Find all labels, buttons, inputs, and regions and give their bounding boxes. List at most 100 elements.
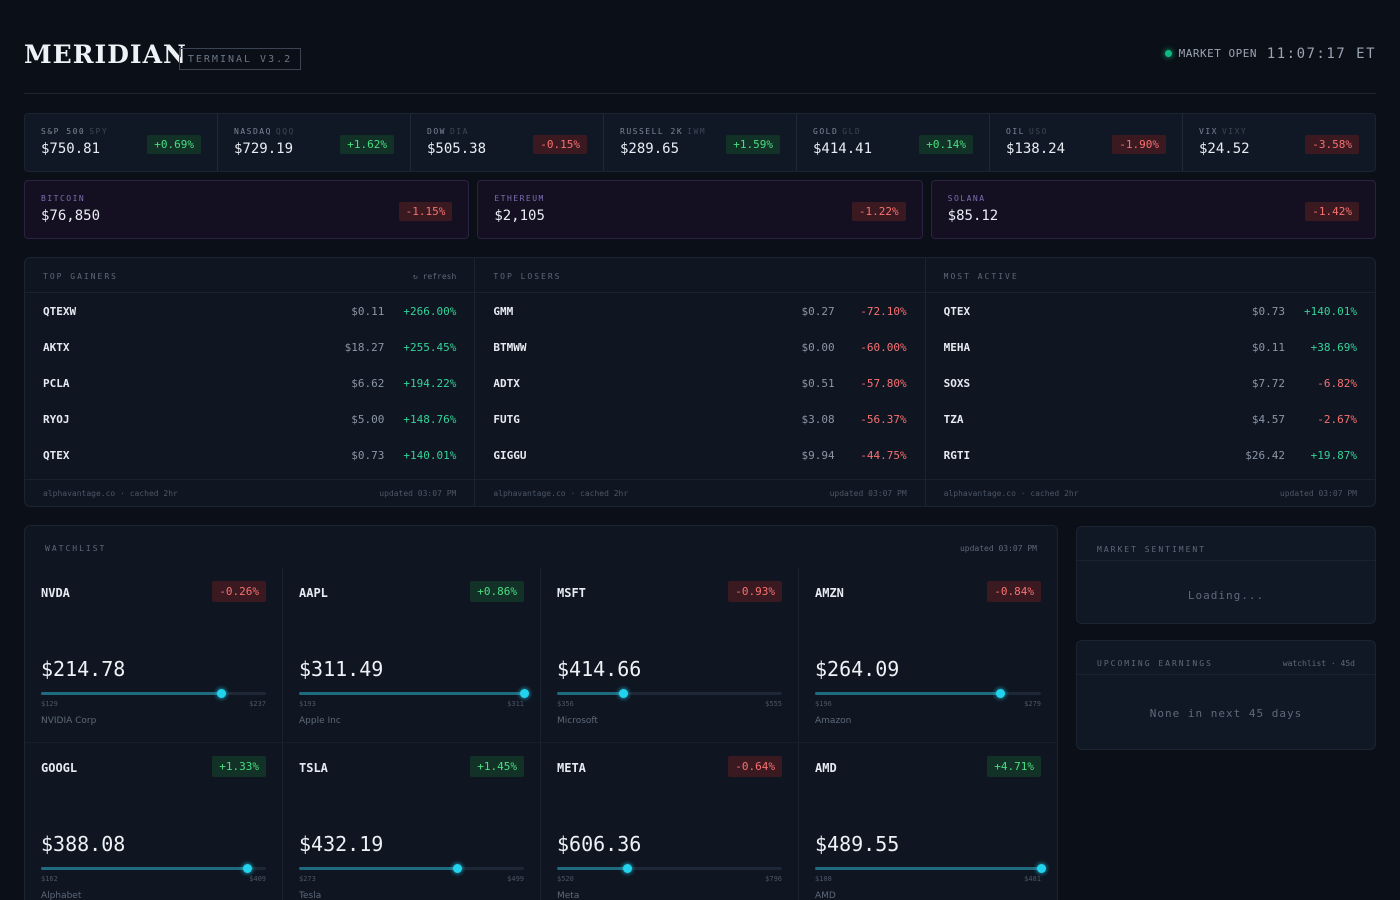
movers-column: TOP LOSERS GMM $0.27 -72.10% BTMWW $0.00 -60.0… (475, 258, 926, 506)
change-badge: +1.45% (470, 756, 524, 777)
earnings-filter[interactable]: watchlist · 45d (1282, 659, 1355, 668)
index-card[interactable]: VIX VIXY $24.52 -3.58% (1183, 114, 1375, 171)
movers-title: TOP LOSERS (493, 272, 562, 281)
index-name: OIL (1006, 127, 1025, 136)
range-low: $162 (41, 875, 58, 883)
mover-price: $3.08 (801, 412, 835, 426)
mover-row[interactable]: PCLA $6.62 +194.22% (25, 365, 474, 401)
crypto-strip: BITCOIN $76,850 -1.15% ETHEREUM $2,105 -1.22%… (24, 180, 1376, 239)
updated-time: updated 03:07 PM (829, 488, 907, 498)
range-low: $108 (815, 875, 832, 883)
index-label: NASDAQ QQQ (234, 127, 394, 136)
index-strip: S&P 500 SPY $750.81 +0.69% NASDAQ QQQ $729.19 +… (24, 113, 1376, 172)
range-fill (815, 692, 1001, 695)
mover-row[interactable]: GIGGU $9.94 -44.75% (475, 437, 924, 473)
movers-header: TOP LOSERS (475, 258, 925, 293)
mover-price: $0.00 (801, 340, 835, 354)
change-badge: +0.86% (470, 581, 524, 602)
index-price: $414.41 (813, 141, 873, 157)
crypto-label: BITCOIN (41, 194, 86, 203)
index-name: RUSSELL 2K (620, 127, 684, 136)
range-fill (41, 867, 247, 870)
mover-change: -44.75% (860, 448, 907, 462)
watch-price: $606.36 (557, 832, 642, 856)
range-marker-icon (619, 689, 629, 698)
watch-price: $432.19 (299, 832, 384, 856)
index-name: GOLD (813, 127, 839, 136)
mover-row[interactable]: RYOJ $5.00 +148.76% (25, 401, 474, 437)
mover-price: $0.27 (801, 304, 835, 318)
index-label: S&P 500 SPY (41, 127, 201, 136)
watchlist-grid: NVDA -0.26% $214.78 $129 $237 NVIDIA Corp AAPL… (25, 568, 1057, 900)
watchlist-card[interactable]: AMD +4.71% $489.55 $108 $481 AMD (799, 742, 1057, 900)
range-bar (815, 689, 1041, 698)
index-label: VIX VIXY (1199, 127, 1359, 136)
change-badge: +0.14% (919, 135, 973, 154)
earnings-title: UPCOMING EARNINGS (1097, 659, 1213, 668)
movers-footer: alphavantage.co · cached 2hr updated 03:0… (925, 479, 1375, 506)
mover-row[interactable]: MEHA $0.11 +38.69% (926, 329, 1375, 365)
index-ticker: SPY (89, 127, 109, 136)
index-price: $138.24 (1006, 141, 1066, 157)
index-price: $729.19 (234, 141, 294, 157)
mover-row[interactable]: RGTI $26.42 +19.87% (926, 437, 1375, 473)
earnings-panel: UPCOMING EARNINGS watchlist · 45d None i… (1076, 640, 1376, 750)
app-logo: MERIDIAN (24, 40, 187, 69)
watchlist-card[interactable]: NVDA -0.26% $214.78 $129 $237 NVIDIA Corp (25, 568, 283, 742)
mover-change: -6.82% (1317, 376, 1357, 390)
mover-row[interactable]: QTEXW $0.11 +266.00% (25, 293, 474, 329)
index-card[interactable]: NASDAQ QQQ $729.19 +1.62% (218, 114, 411, 171)
index-label: DOW DIA (427, 127, 587, 136)
mover-price: $9.94 (801, 448, 835, 462)
change-badge: +1.59% (726, 135, 780, 154)
mover-change: -57.80% (860, 376, 907, 390)
refresh-button[interactable]: ↻ refresh (412, 272, 457, 281)
range-high: $409 (249, 875, 266, 883)
mover-symbol: QTEX (943, 304, 971, 318)
watchlist-card[interactable]: TSLA +1.45% $432.19 $273 $499 Tesla (283, 742, 541, 900)
watchlist-card[interactable]: MSFT -0.93% $414.66 $356 $555 Microsoft (541, 568, 799, 742)
mover-row[interactable]: QTEX $0.73 +140.01% (926, 293, 1375, 329)
watchlist-card[interactable]: AMZN -0.84% $264.09 $196 $279 Amazon (799, 568, 1057, 742)
crypto-card[interactable]: BITCOIN $76,850 -1.15% (24, 180, 470, 239)
index-card[interactable]: GOLD GLD $414.41 +0.14% (797, 114, 990, 171)
mover-row[interactable]: AKTX $18.27 +255.45% (25, 329, 474, 365)
range-fill (299, 692, 524, 695)
index-card[interactable]: S&P 500 SPY $750.81 +0.69% (25, 114, 218, 171)
data-source: alphavantage.co · cached 2hr (943, 488, 1079, 498)
watchlist-card[interactable]: AAPL +0.86% $311.49 $193 $311 Apple Inc (283, 568, 541, 742)
change-badge: -3.58% (1305, 135, 1359, 154)
mover-row[interactable]: SOXS $7.72 -6.82% (926, 365, 1375, 401)
watchlist-card[interactable]: GOOGL +1.33% $388.08 $162 $409 Alphabet (25, 742, 283, 900)
watchlist-card[interactable]: META -0.64% $606.36 $520 $796 Meta (541, 742, 799, 900)
range-fill (815, 867, 1041, 870)
watch-price: $414.66 (557, 657, 642, 681)
sentiment-loading: Loading... (1187, 589, 1265, 602)
mover-change: +140.01% (1304, 304, 1357, 318)
range-high: $279 (1024, 700, 1041, 708)
index-card[interactable]: DOW DIA $505.38 -0.15% (411, 114, 604, 171)
company-name: Alphabet (41, 891, 82, 900)
mover-change: -56.37% (860, 412, 907, 426)
mover-row[interactable]: FUTG $3.08 -56.37% (475, 401, 924, 437)
mover-row[interactable]: QTEX $0.73 +140.01% (25, 437, 474, 473)
index-card[interactable]: OIL USO $138.24 -1.90% (990, 114, 1183, 171)
mover-price: $0.73 (1251, 304, 1285, 318)
crypto-card[interactable]: ETHEREUM $2,105 -1.22% (477, 180, 923, 239)
change-badge: -0.93% (728, 581, 782, 602)
range-bar (299, 864, 524, 873)
crypto-card[interactable]: SOLANA $85.12 -1.42% (930, 180, 1376, 239)
index-card[interactable]: RUSSELL 2K IWM $289.65 +1.59% (604, 114, 797, 171)
watchlist-title: WATCHLIST (45, 544, 107, 553)
market-clock: 11:07:17 ET (1266, 46, 1376, 62)
company-name: AMD (815, 891, 836, 900)
mover-row[interactable]: BTMWW $0.00 -60.00% (475, 329, 924, 365)
mover-price: $0.73 (351, 448, 385, 462)
mover-row[interactable]: ADTX $0.51 -57.80% (475, 365, 924, 401)
mover-change: +255.45% (403, 340, 457, 354)
mover-row[interactable]: GMM $0.27 -72.10% (475, 293, 924, 329)
mover-row[interactable]: TZA $4.57 -2.67% (926, 401, 1375, 437)
mover-symbol: ADTX (493, 376, 520, 390)
mover-symbol: FUTG (493, 412, 520, 426)
watch-price: $311.49 (299, 657, 384, 681)
